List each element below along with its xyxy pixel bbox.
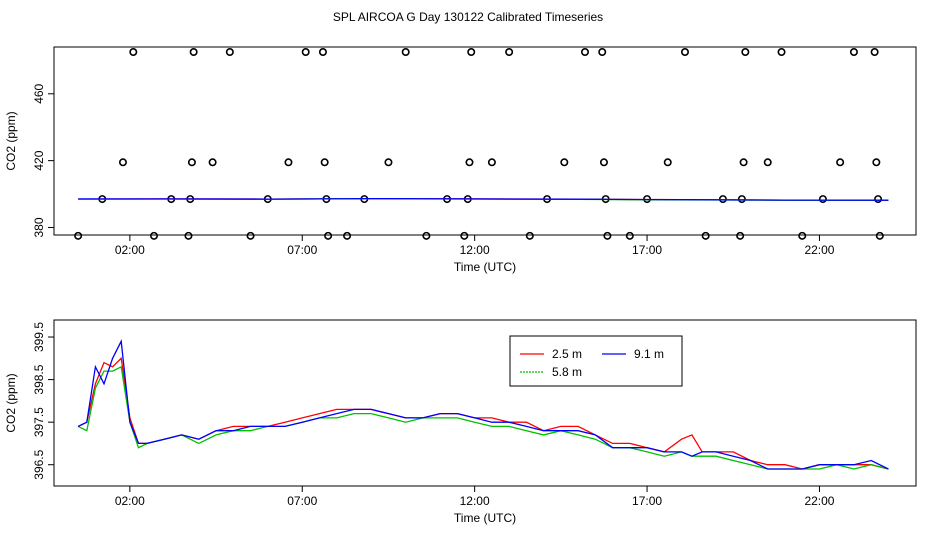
data-point	[129, 48, 138, 57]
data-point	[318, 48, 327, 57]
data-point	[560, 158, 569, 167]
data-point	[870, 48, 879, 57]
data-point	[701, 231, 710, 240]
series-line-9-1-m	[78, 197, 889, 201]
data-point	[872, 158, 881, 167]
data-point	[663, 158, 672, 167]
y-axis-label: CO2 (ppm)	[4, 111, 18, 170]
x-axis-label: Time (UTC)	[454, 511, 516, 525]
series-line-9-1-m	[77, 339, 889, 470]
y-tick-label: 380	[32, 217, 46, 237]
data-point	[580, 48, 589, 57]
data-point	[189, 48, 198, 57]
y-axis-label: CO2 (ppm)	[4, 373, 18, 432]
data-point	[680, 48, 689, 57]
data-point	[875, 231, 884, 240]
x-tick-label: 22:00	[804, 494, 834, 508]
data-point	[763, 158, 772, 167]
data-point	[718, 195, 727, 204]
x-tick-label: 07:00	[287, 494, 317, 508]
data-point	[343, 231, 352, 240]
data-point	[118, 158, 127, 167]
data-point	[384, 158, 393, 167]
data-point	[467, 48, 476, 57]
data-point	[184, 231, 193, 240]
data-point	[149, 231, 158, 240]
data-point	[818, 195, 827, 204]
y-tick-label: 396.5	[32, 449, 46, 479]
x-tick-label: 17:00	[632, 494, 662, 508]
data-point	[525, 231, 534, 240]
x-tick-label: 17:00	[632, 243, 662, 257]
legend-label: 2.5 m	[552, 347, 582, 361]
data-point	[874, 195, 883, 204]
data-point	[246, 231, 255, 240]
data-point	[598, 48, 607, 57]
data-point	[777, 48, 786, 57]
data-point	[599, 158, 608, 167]
data-point	[603, 231, 612, 240]
data-point	[465, 158, 474, 167]
data-point	[225, 48, 234, 57]
x-tick-label: 02:00	[115, 494, 145, 508]
y-tick-label: 420	[32, 150, 46, 170]
data-point	[324, 231, 333, 240]
bottom-panel: 02:00 07:00 12:00 17:00 22:00 396.5 397.5 398.5…	[4, 319, 917, 525]
plot-frame	[53, 319, 917, 487]
legend-label: 5.8 m	[552, 365, 582, 379]
data-point	[487, 158, 496, 167]
data-point	[284, 158, 293, 167]
data-point	[849, 48, 858, 57]
data-point	[401, 48, 410, 57]
series-line-2-5-m	[77, 356, 889, 470]
data-point	[208, 158, 217, 167]
chart-title: SPL AIRCOA G Day 130122 Calibrated Times…	[333, 10, 603, 24]
plot-frame	[53, 46, 917, 236]
x-tick-label: 02:00	[115, 243, 145, 257]
x-tick-label: 12:00	[460, 494, 490, 508]
data-point	[301, 48, 310, 57]
y-tick-label: 460	[32, 83, 46, 103]
data-point	[505, 48, 514, 57]
data-point	[460, 231, 469, 240]
data-point	[737, 195, 746, 204]
x-axis-label: Time (UTC)	[454, 260, 516, 274]
data-point	[741, 48, 750, 57]
y-tick-label: 399.5	[32, 322, 46, 352]
x-tick-label: 07:00	[287, 243, 317, 257]
data-point	[739, 158, 748, 167]
data-point	[836, 158, 845, 167]
y-tick-label: 397.5	[32, 407, 46, 437]
top-panel: 02:00 07:00 12:00 17:00 22:00 380 420 460 Time (…	[4, 46, 917, 274]
data-point	[422, 231, 431, 240]
data-point	[798, 231, 807, 240]
x-tick-label: 12:00	[460, 243, 490, 257]
x-tick-label: 22:00	[804, 243, 834, 257]
data-point	[320, 158, 329, 167]
legend-box	[509, 335, 683, 387]
data-point	[74, 231, 83, 240]
data-point	[187, 158, 196, 167]
y-tick-label: 398.5	[32, 364, 46, 394]
data-point	[625, 231, 634, 240]
data-point	[736, 231, 745, 240]
legend-label: 9.1 m	[634, 347, 664, 361]
